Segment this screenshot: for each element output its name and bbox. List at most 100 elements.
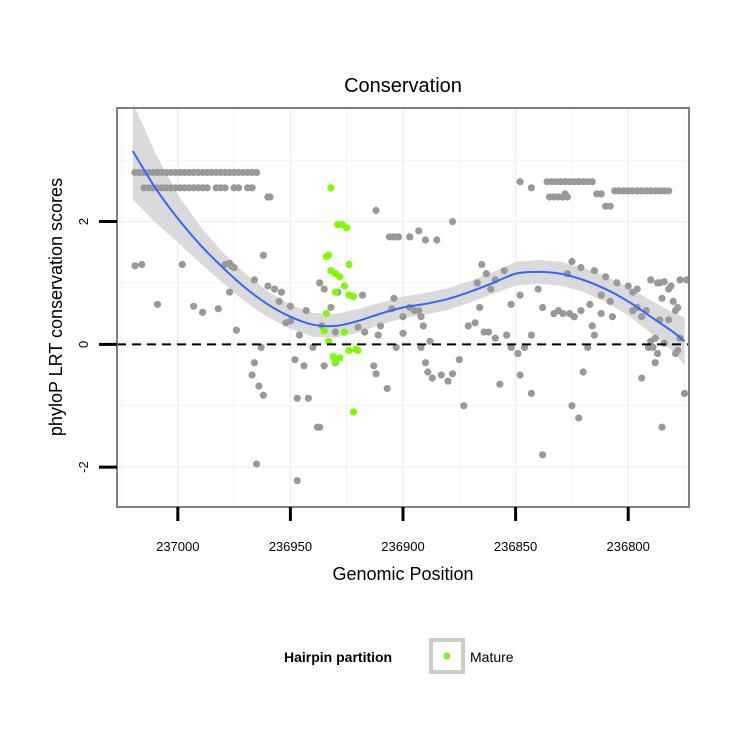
other-point <box>590 267 599 275</box>
x-tick-label: 236900 <box>381 539 424 554</box>
mature-point <box>340 282 348 290</box>
other-point <box>190 302 198 310</box>
other-point <box>602 273 610 281</box>
other-point <box>638 374 646 382</box>
other-point <box>561 190 569 198</box>
other-point <box>460 402 468 410</box>
other-point <box>491 334 499 342</box>
other-point <box>496 380 504 388</box>
other-point <box>383 384 391 393</box>
mature-point <box>336 273 344 281</box>
other-point <box>253 460 261 468</box>
other-point <box>361 328 369 336</box>
other-point <box>584 343 592 351</box>
other-point <box>286 302 294 310</box>
other-point <box>248 371 256 379</box>
other-point <box>559 310 567 318</box>
mature-point <box>340 328 348 336</box>
other-point <box>516 178 524 186</box>
other-point <box>419 322 427 330</box>
other-point <box>259 391 267 399</box>
other-point <box>291 356 299 364</box>
other-point <box>320 362 328 370</box>
other-point <box>597 310 605 318</box>
other-point <box>226 288 234 296</box>
other-point <box>358 291 367 299</box>
other-point <box>428 374 436 382</box>
other-point <box>421 359 430 367</box>
other-point <box>131 262 139 270</box>
other-point <box>568 257 576 266</box>
other-point <box>304 394 312 402</box>
confidence-band-area <box>132 102 685 366</box>
other-point <box>293 394 301 402</box>
other-point <box>487 285 495 293</box>
other-point <box>606 297 614 305</box>
other-point <box>660 278 668 286</box>
other-point <box>255 382 263 390</box>
other-point <box>527 184 536 192</box>
legend-label-mature: Mature <box>470 649 514 665</box>
other-point <box>651 359 659 367</box>
other-point <box>327 303 335 312</box>
other-point <box>372 370 380 378</box>
other-point <box>250 359 258 367</box>
other-point <box>680 389 689 397</box>
other-point <box>534 285 542 293</box>
y-tick-label: -2 <box>76 461 91 473</box>
other-point <box>394 233 403 241</box>
mature-point <box>336 354 344 362</box>
y-tick-label: 2 <box>76 218 91 225</box>
plot-panel <box>116 102 691 508</box>
other-point <box>226 259 234 267</box>
other-point <box>588 322 596 330</box>
x-tick-label: 236950 <box>269 539 312 554</box>
other-point <box>316 423 324 431</box>
mature-point <box>349 408 358 416</box>
other-point <box>665 316 673 324</box>
mature-point <box>349 292 358 301</box>
legend: Hairpin partition Mature <box>284 638 514 674</box>
y-axis-label: phyloP LRT conservation scores <box>46 178 66 436</box>
other-point <box>250 276 258 284</box>
x-tick-label: 236800 <box>607 539 650 554</box>
other-point <box>232 326 240 334</box>
other-point <box>199 308 207 316</box>
other-point <box>415 227 423 235</box>
other-point <box>500 267 508 275</box>
other-point <box>570 313 578 321</box>
other-point <box>539 303 547 312</box>
other-point <box>577 264 585 272</box>
other-point <box>448 370 457 378</box>
other-point <box>316 279 324 287</box>
data-points <box>131 168 691 485</box>
other-point <box>514 349 522 358</box>
other-point <box>624 282 632 290</box>
other-point <box>203 184 211 192</box>
mature-point <box>322 253 330 261</box>
other-point <box>597 291 605 299</box>
other-point <box>153 300 162 308</box>
other-point <box>392 343 400 351</box>
other-point <box>399 313 407 321</box>
other-point <box>507 300 515 308</box>
other-point <box>399 329 407 337</box>
other-point <box>264 282 272 290</box>
mature-point <box>331 288 339 296</box>
other-point <box>653 349 662 358</box>
y-axis-ticks: -2 0 2 <box>76 218 117 473</box>
other-point <box>253 168 261 177</box>
other-point <box>390 294 398 302</box>
other-point <box>271 285 279 293</box>
other-point <box>485 328 493 336</box>
other-point <box>214 305 222 313</box>
other-point <box>266 193 274 201</box>
other-point <box>608 313 617 321</box>
other-point <box>374 331 382 339</box>
other-point <box>575 414 583 422</box>
other-point <box>433 236 441 244</box>
other-point <box>638 313 646 321</box>
other-point <box>658 423 666 431</box>
other-point <box>539 451 547 459</box>
